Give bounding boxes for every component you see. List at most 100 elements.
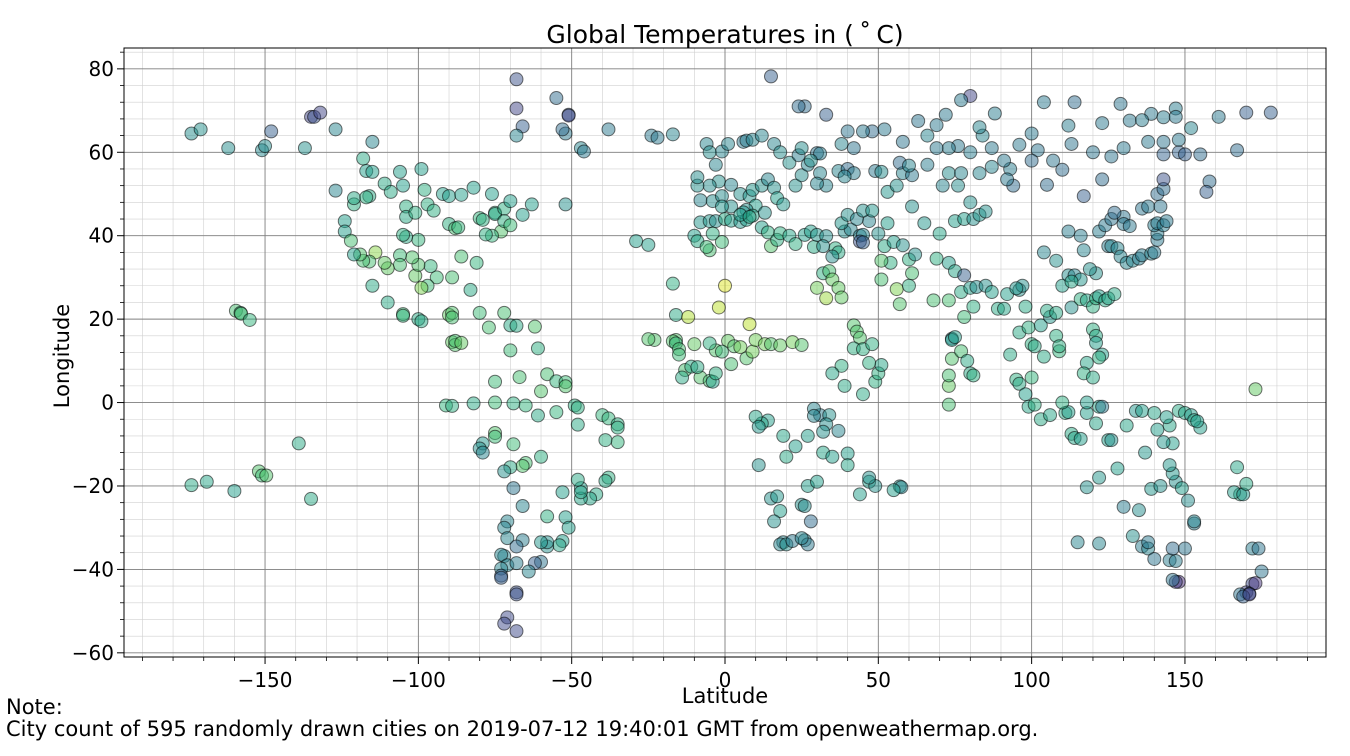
city-point: [1168, 109, 1183, 124]
city-point: [874, 164, 889, 179]
city-point: [497, 616, 512, 631]
city-point: [944, 351, 959, 366]
city-point: [788, 237, 803, 252]
city-point: [558, 379, 573, 394]
city-point: [1230, 460, 1245, 475]
city-point: [1147, 551, 1162, 566]
city-point: [463, 282, 478, 297]
city-point: [359, 190, 374, 205]
city-point: [770, 489, 785, 504]
city-point: [570, 417, 585, 432]
city-point: [984, 141, 999, 156]
city-point: [1150, 422, 1165, 437]
city-point: [1095, 399, 1110, 414]
city-point: [892, 297, 907, 312]
city-point: [1190, 414, 1205, 429]
city-point: [497, 464, 512, 479]
city-point: [711, 300, 726, 315]
note-text: City count of 595 randomly drawn cities …: [6, 717, 1039, 741]
city-point: [451, 220, 466, 235]
city-point: [809, 280, 824, 295]
city-point: [503, 218, 518, 233]
city-point: [515, 207, 530, 222]
city-point: [721, 136, 736, 151]
city-point: [825, 249, 840, 264]
city-point: [343, 233, 358, 248]
city-point: [405, 250, 420, 265]
city-point: [1159, 410, 1174, 425]
city-point: [797, 499, 812, 514]
city-point: [1193, 147, 1208, 162]
city-point: [767, 514, 782, 529]
city-point: [874, 272, 889, 287]
y-axis-label: Longitude: [50, 304, 74, 408]
city-point: [1254, 564, 1269, 579]
city-point: [1085, 370, 1100, 385]
city-point: [1055, 162, 1070, 177]
city-point: [264, 124, 279, 139]
city-point: [813, 146, 828, 161]
city-point: [454, 335, 469, 350]
city-point: [199, 474, 214, 489]
city-point: [598, 433, 613, 448]
city-point: [708, 366, 723, 381]
city-point: [1052, 339, 1067, 354]
city-point: [809, 474, 824, 489]
city-point: [733, 340, 748, 355]
city-point: [1138, 445, 1153, 460]
city-point: [724, 177, 739, 192]
city-point: [454, 187, 469, 202]
city-point: [509, 624, 524, 639]
city-point: [488, 395, 503, 410]
city-point: [540, 367, 555, 382]
city-point: [503, 194, 518, 209]
city-point: [1147, 245, 1162, 260]
city-point: [1147, 405, 1162, 420]
city-point: [987, 106, 1002, 121]
city-point: [794, 531, 809, 546]
city-point: [445, 310, 460, 325]
city-point: [935, 178, 950, 193]
city-point: [951, 178, 966, 193]
city-point: [1027, 397, 1042, 412]
city-point: [779, 449, 794, 464]
city-point: [1049, 253, 1064, 268]
city-point: [1248, 576, 1263, 591]
city-point: [509, 587, 524, 602]
y-tick-label: 0: [101, 391, 114, 415]
city-point: [966, 299, 981, 314]
city-point: [1003, 347, 1018, 362]
city-point: [1104, 149, 1119, 164]
city-point: [1021, 320, 1036, 335]
city-point: [570, 472, 585, 487]
city-point: [1018, 387, 1033, 402]
city-point: [494, 547, 509, 562]
x-tick-label: 150: [1166, 668, 1204, 692]
city-point: [1156, 110, 1171, 125]
city-point: [668, 307, 683, 322]
city-point: [509, 101, 524, 116]
city-point: [831, 423, 846, 438]
city-point: [1113, 96, 1128, 111]
city-point: [1107, 205, 1122, 220]
city-point: [809, 176, 824, 191]
y-tick-label: 80: [89, 57, 114, 81]
city-point: [1177, 147, 1192, 162]
city-point: [641, 332, 656, 347]
city-point: [908, 247, 923, 262]
city-point: [227, 483, 242, 498]
city-point: [555, 485, 570, 500]
city-point: [221, 141, 236, 156]
city-point: [610, 435, 625, 450]
city-point: [954, 93, 969, 108]
city-point: [641, 237, 656, 252]
city-point: [834, 136, 849, 151]
city-point: [1184, 121, 1199, 136]
city-point: [1156, 435, 1171, 450]
city-point: [530, 408, 545, 423]
city-point: [1107, 287, 1122, 302]
city-point: [702, 336, 717, 351]
city-point: [773, 145, 788, 160]
city-point: [475, 212, 490, 227]
